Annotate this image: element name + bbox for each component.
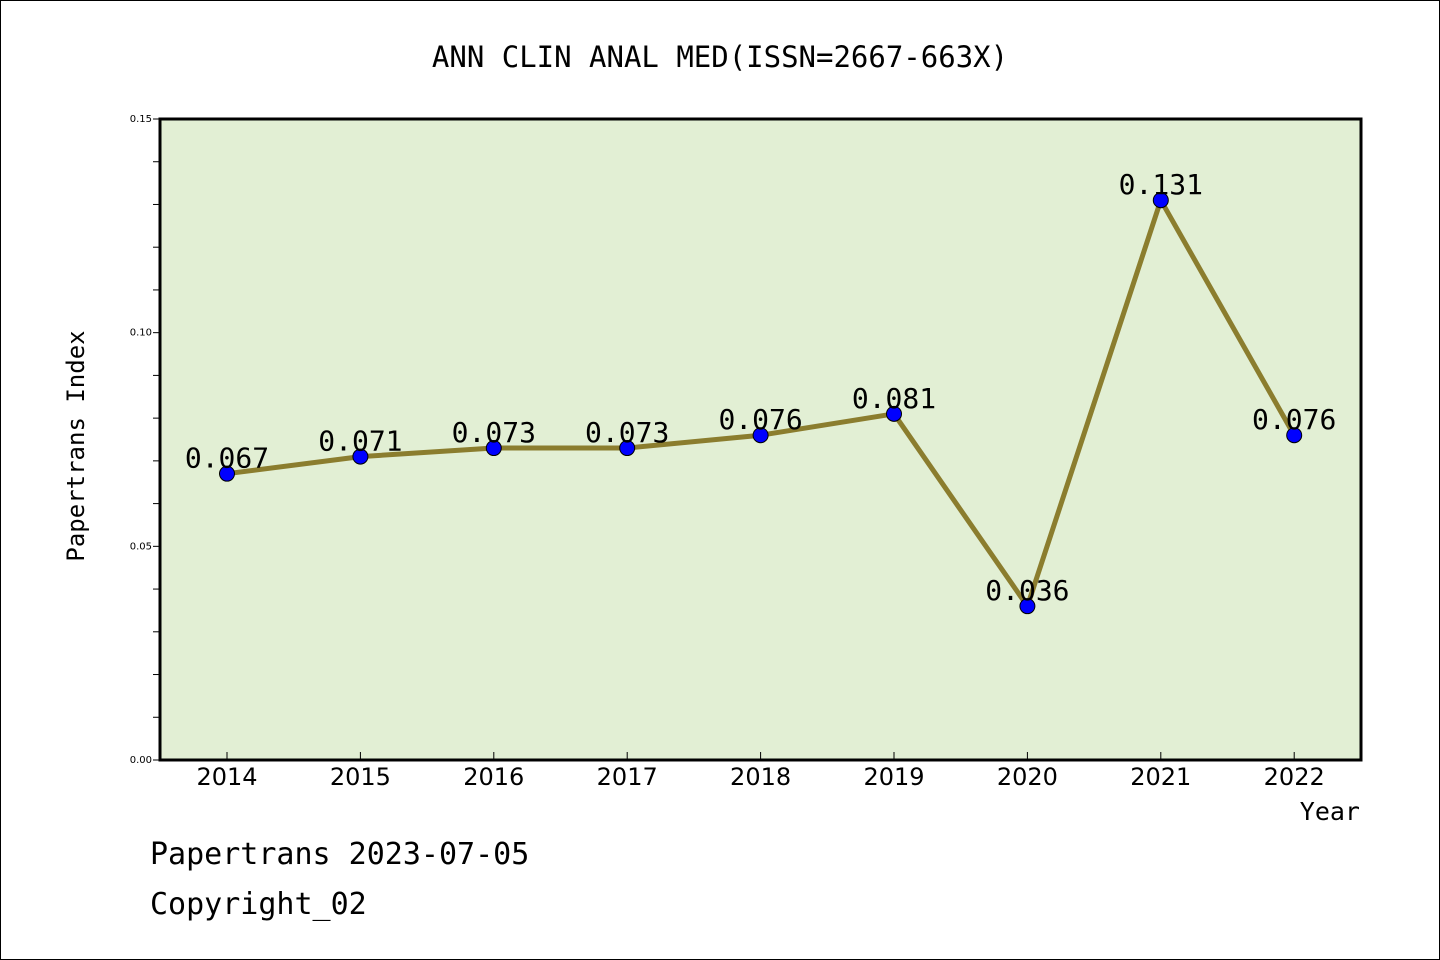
data-label: 0.067 bbox=[185, 442, 269, 475]
x-tick-label: 2017 bbox=[597, 763, 658, 791]
y-tick-label: 0.10 bbox=[130, 328, 152, 339]
data-point bbox=[1019, 598, 1036, 615]
data-label: 0.071 bbox=[318, 425, 402, 458]
data-label: 0.131 bbox=[1119, 168, 1203, 201]
data-point bbox=[352, 448, 369, 465]
y-tick-label: 0.15 bbox=[130, 114, 152, 125]
x-tick-label: 2014 bbox=[196, 763, 257, 791]
data-point bbox=[619, 440, 636, 457]
data-label: 0.073 bbox=[452, 416, 536, 449]
x-tick-label: 2019 bbox=[863, 763, 924, 791]
x-axis: 2014 2015 2016 2017 2018 2019 2020 2021 2022 bbox=[196, 752, 1325, 791]
chart-title: ANN CLIN ANAL MED(ISSN=2667-663X) bbox=[432, 40, 1008, 74]
data-point bbox=[886, 405, 902, 422]
footer-date: Papertrans 2023-07-05 bbox=[150, 837, 529, 872]
y-tick-label: 0.05 bbox=[130, 541, 152, 552]
data-point bbox=[1152, 192, 1169, 209]
data-labels: 0.067 0.071 0.073 0.073 0.076 0.081 0.036 0.131… bbox=[185, 168, 1336, 607]
data-label: 0.081 bbox=[852, 382, 936, 415]
footer-copyright: Copyright_02 bbox=[150, 887, 367, 922]
data-point bbox=[752, 427, 769, 444]
data-label: 0.076 bbox=[1252, 403, 1336, 436]
x-tick-label: 2022 bbox=[1264, 763, 1325, 791]
data-label: 0.073 bbox=[585, 416, 669, 449]
x-tick-label: 2018 bbox=[730, 763, 791, 791]
data-point bbox=[219, 465, 235, 482]
data-point bbox=[485, 440, 502, 457]
x-tick-label: 2020 bbox=[997, 763, 1058, 791]
y-axis-label: Papertrans Index bbox=[62, 330, 90, 561]
x-axis-label: Year bbox=[1300, 797, 1360, 826]
data-label: 0.036 bbox=[985, 574, 1069, 607]
data-points bbox=[219, 192, 1303, 615]
y-axis: 0.00 0.05 0.10 0.15 bbox=[130, 114, 160, 766]
data-point bbox=[1286, 427, 1303, 444]
x-tick-label: 2015 bbox=[330, 763, 391, 791]
data-label: 0.076 bbox=[718, 403, 802, 436]
x-tick-label: 2016 bbox=[463, 763, 524, 791]
y-tick-label: 0.00 bbox=[130, 755, 152, 766]
x-tick-label: 2021 bbox=[1130, 763, 1191, 791]
